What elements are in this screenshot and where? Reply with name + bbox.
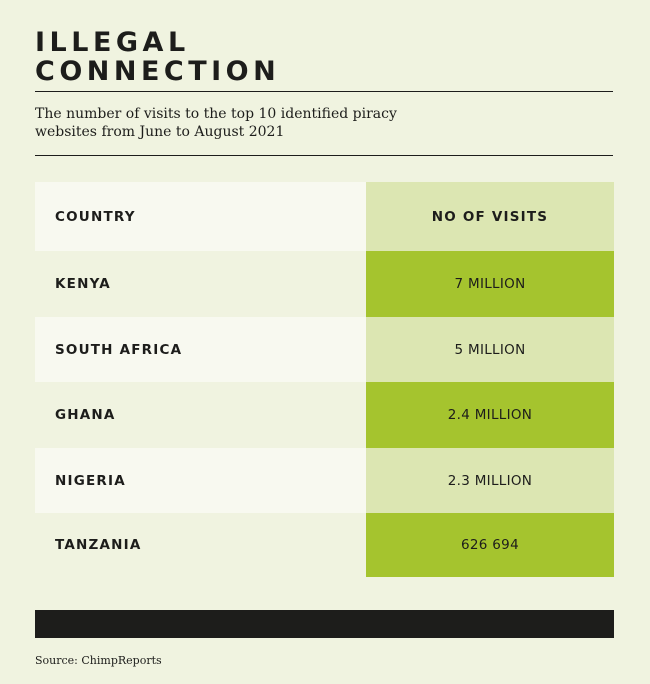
visits-cell: 2.3 MILLION (366, 448, 614, 513)
table-row: KENYA 7 MILLION (35, 251, 614, 317)
title-divider (35, 91, 613, 92)
country-cell: NIGERIA (35, 448, 366, 513)
country-cell: GHANA (35, 382, 366, 448)
table-body: KENYA 7 MILLION SOUTH AFRICA 5 MILLION GHANA… (35, 251, 614, 577)
table-row: TANZANIA 626 694 (35, 513, 614, 577)
visits-cell: 5 MILLION (366, 317, 614, 382)
visits-table: COUNTRY NO OF VISITS KENYA 7 MILLION SOUTH… (35, 182, 614, 577)
title-line-2: CONNECTION (35, 56, 281, 87)
visits-cell: 626 694 (366, 513, 614, 577)
country-cell: TANZANIA (35, 513, 366, 577)
subtitle-divider (35, 155, 613, 156)
country-cell: KENYA (35, 251, 366, 317)
table-row: NIGERIA 2.3 MILLION (35, 448, 614, 513)
visits-cell: 7 MILLION (366, 251, 614, 317)
bottom-bar (35, 610, 614, 638)
visits-cell: 2.4 MILLION (366, 382, 614, 448)
title-line-1: ILLEGAL (35, 27, 190, 58)
table-row: GHANA 2.4 MILLION (35, 382, 614, 448)
subtitle: The number of visits to the top 10 ident… (35, 106, 397, 140)
header-visits: NO OF VISITS (366, 182, 614, 251)
infographic-title: ILLEGAL CONNECTION (35, 28, 280, 86)
table-header-row: COUNTRY NO OF VISITS (35, 182, 614, 251)
source-note: Source: ChimpReports (35, 654, 162, 667)
country-cell: SOUTH AFRICA (35, 317, 366, 382)
table-row: SOUTH AFRICA 5 MILLION (35, 317, 614, 382)
header-country: COUNTRY (35, 182, 366, 251)
